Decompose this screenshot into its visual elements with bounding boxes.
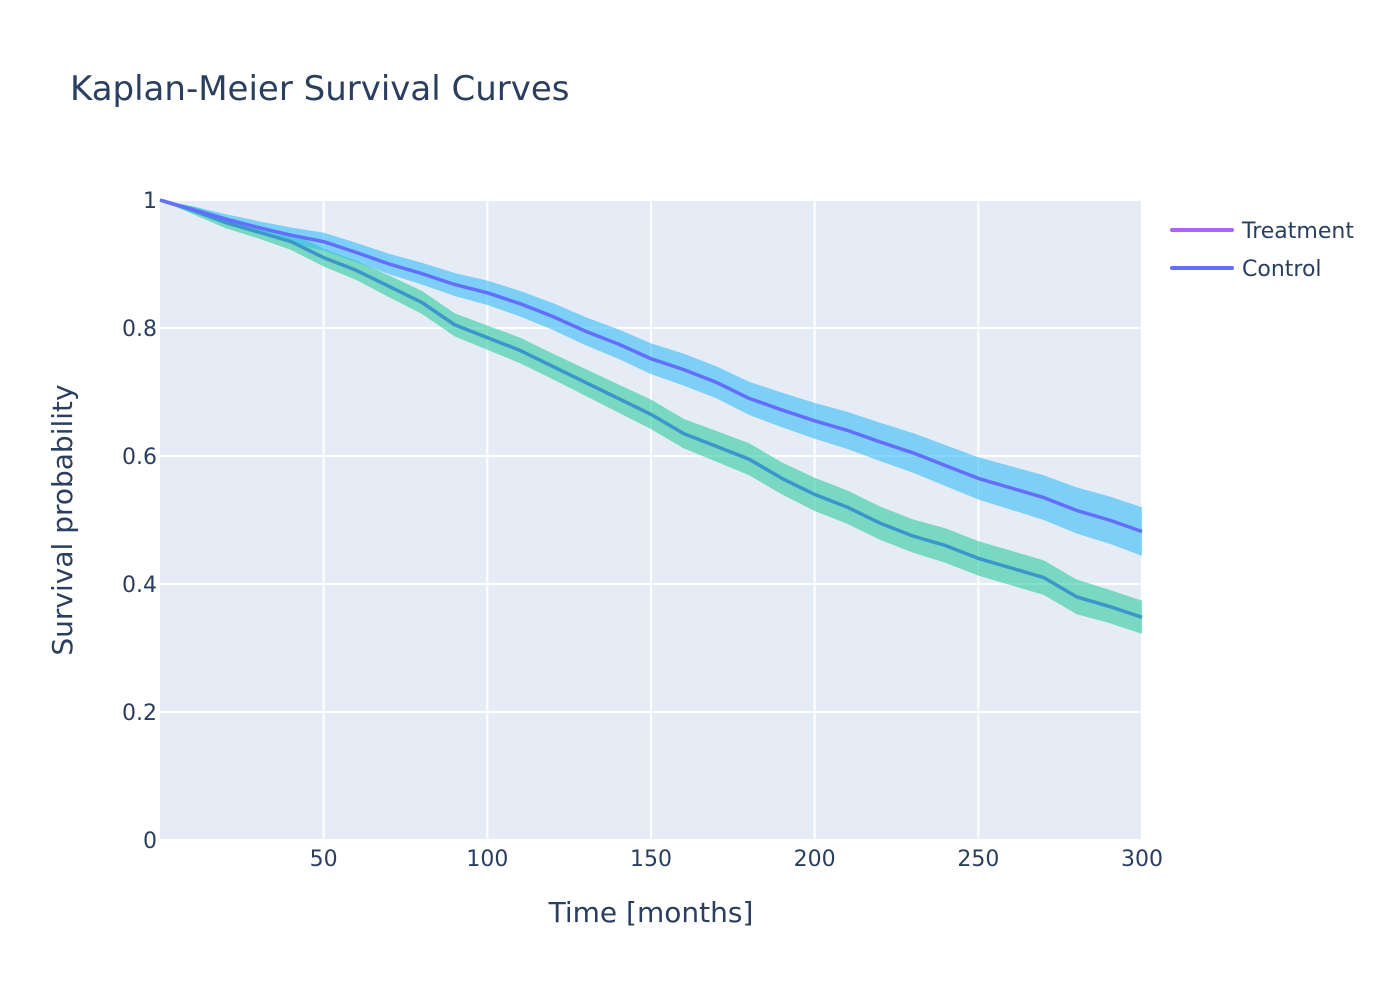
y-tick-label: 1 [143,189,157,214]
confidence-band-control [160,200,1142,556]
y-tick-label: 0 [143,829,157,854]
x-tick-label: 250 [957,847,999,872]
x-tick-label: 100 [466,847,508,872]
y-tick-labels: 0 0.2 0.4 0.6 0.8 1 [122,189,157,854]
y-tick-label: 0.6 [122,445,157,470]
x-axis-title: Time [months] [548,896,754,929]
y-tick-label: 0.2 [122,701,157,726]
x-tick-label: 300 [1121,847,1163,872]
grid-lines [160,199,1143,841]
confidence-bands [160,200,1142,634]
y-tick-label: 0.8 [122,317,157,342]
y-axis-title: Survival probability [46,384,79,655]
x-tick-label: 150 [630,847,672,872]
legend-label-control[interactable]: Control [1242,257,1322,282]
confidence-band-treatment [160,200,1142,634]
survival-lines [159,198,1143,619]
legend[interactable]: Treatment Control [1170,219,1354,282]
survival-line-treatment [159,198,1143,619]
chart-title: Kaplan-Meier Survival Curves [70,69,570,109]
survival-line-control [159,198,1143,534]
x-tick-label: 50 [310,847,338,872]
x-tick-label: 200 [794,847,836,872]
x-tick-labels: 50 100 150 200 250 300 [310,847,1163,872]
legend-label-treatment[interactable]: Treatment [1241,219,1354,244]
y-tick-label: 0.4 [122,573,157,598]
